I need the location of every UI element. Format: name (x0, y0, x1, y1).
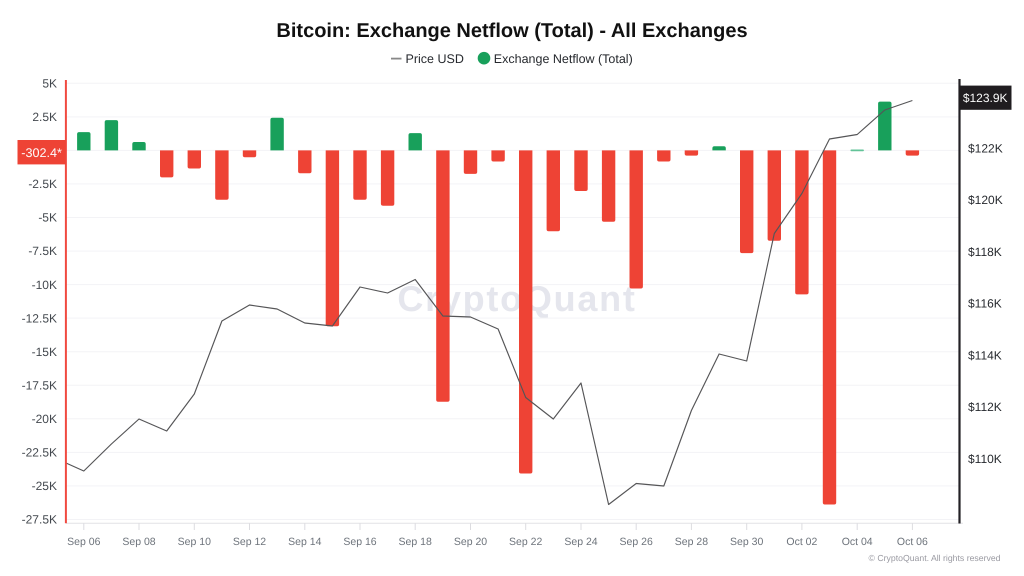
svg-text:$110K: $110K (968, 452, 1002, 466)
svg-text:-27.5K: -27.5K (22, 513, 57, 527)
svg-text:Sep 12: Sep 12 (233, 536, 266, 548)
svg-text:-302.4*: -302.4* (21, 146, 62, 160)
svg-text:-20K: -20K (32, 412, 57, 426)
svg-text:-10K: -10K (32, 278, 57, 292)
svg-text:Sep 08: Sep 08 (122, 536, 155, 548)
svg-text:Sep 06: Sep 06 (67, 536, 100, 548)
svg-text:-5K: -5K (38, 211, 57, 225)
svg-text:-2.5K: -2.5K (28, 177, 57, 191)
svg-text:Sep 14: Sep 14 (288, 536, 321, 548)
svg-text:$118K: $118K (968, 245, 1002, 259)
svg-text:Price USD: Price USD (406, 52, 464, 66)
svg-text:Sep 16: Sep 16 (343, 536, 376, 548)
svg-text:Sep 24: Sep 24 (564, 536, 597, 548)
svg-text:© CryptoQuant. All rights rese: © CryptoQuant. All rights reserved (869, 553, 1001, 563)
svg-text:5K: 5K (42, 77, 57, 91)
svg-text:Sep 28: Sep 28 (675, 536, 708, 548)
svg-text:$122K: $122K (968, 141, 1003, 155)
svg-text:2.5K: 2.5K (32, 110, 57, 124)
svg-text:Sep 22: Sep 22 (509, 536, 542, 548)
svg-text:Sep 10: Sep 10 (178, 536, 211, 548)
svg-text:$116K: $116K (968, 297, 1002, 311)
svg-text:Oct 06: Oct 06 (897, 536, 928, 548)
svg-text:Oct 04: Oct 04 (842, 536, 873, 548)
svg-text:Sep 18: Sep 18 (399, 536, 432, 548)
svg-text:-22.5K: -22.5K (22, 446, 57, 460)
svg-text:$112K: $112K (968, 400, 1002, 414)
svg-text:$120K: $120K (968, 193, 1003, 207)
svg-text:Sep 26: Sep 26 (620, 536, 653, 548)
svg-text:$114K: $114K (968, 348, 1002, 362)
svg-text:Sep 30: Sep 30 (730, 536, 763, 548)
svg-text:-25K: -25K (32, 479, 57, 493)
svg-text:$123.9K: $123.9K (963, 91, 1008, 105)
svg-text:-12.5K: -12.5K (22, 311, 57, 325)
svg-text:-7.5K: -7.5K (28, 244, 57, 258)
svg-text:Sep 20: Sep 20 (454, 536, 487, 548)
svg-text:-15K: -15K (32, 345, 57, 359)
svg-text:Oct 02: Oct 02 (786, 536, 817, 548)
svg-text:Bitcoin: Exchange Netflow (Tot: Bitcoin: Exchange Netflow (Total) - All … (276, 20, 747, 42)
svg-text:-17.5K: -17.5K (22, 378, 57, 392)
svg-text:Exchange Netflow (Total): Exchange Netflow (Total) (494, 52, 633, 66)
